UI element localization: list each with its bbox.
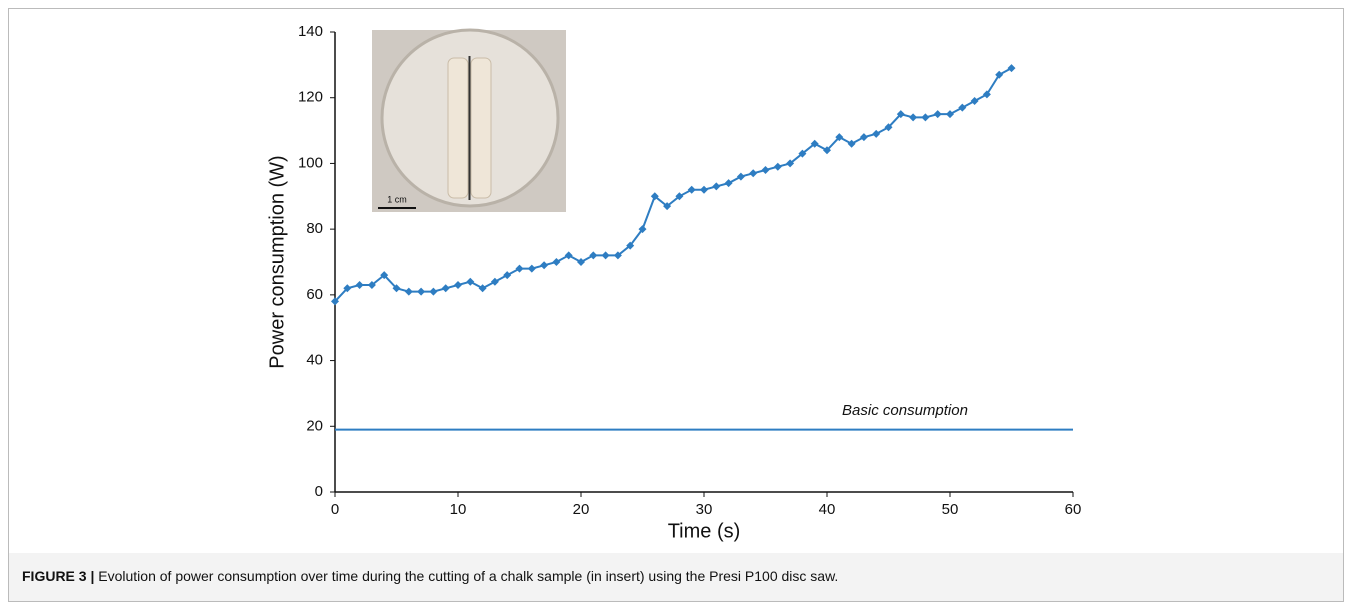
x-tick-label: 60 <box>1065 501 1082 518</box>
figure-frame <box>8 8 1344 602</box>
chalk-left <box>447 57 469 199</box>
data-point <box>503 271 512 280</box>
data-point <box>404 287 413 296</box>
x-tick-label: 0 <box>331 501 339 518</box>
data-point <box>466 277 475 286</box>
data-point <box>626 241 635 250</box>
data-point <box>367 281 376 289</box>
data-point <box>663 202 672 211</box>
y-axis-label: Power consumption (W) <box>266 155 288 368</box>
y-tick-label: 40 <box>306 352 323 369</box>
data-point <box>909 113 918 122</box>
data-point <box>675 192 684 201</box>
data-point <box>613 251 622 260</box>
data-point <box>429 287 438 296</box>
data-point <box>355 281 364 289</box>
data-point <box>798 149 807 158</box>
data-point <box>527 264 536 273</box>
y-tick-label: 100 <box>298 154 323 171</box>
x-tick-label: 10 <box>450 501 467 518</box>
data-point <box>589 251 598 260</box>
data-point <box>687 185 696 194</box>
data-point <box>700 185 708 194</box>
data-point <box>884 123 893 132</box>
data-point <box>810 139 819 148</box>
data-point <box>564 251 573 260</box>
data-point <box>478 284 487 293</box>
data-point <box>577 258 585 266</box>
data-point <box>958 103 967 112</box>
data-point <box>392 284 401 293</box>
data-point <box>343 284 352 293</box>
y-tick-label: 0 <box>315 483 323 500</box>
data-point <box>823 146 831 155</box>
y-tick-label: 80 <box>306 220 323 237</box>
x-axis-label: Time (s) <box>668 520 741 542</box>
data-point <box>638 225 647 234</box>
data-point <box>552 258 561 266</box>
scale-label: 1 cm <box>387 194 407 204</box>
data-point <box>982 90 991 99</box>
inset-photo: 1 cm <box>372 28 566 212</box>
data-point <box>921 113 930 122</box>
data-point <box>773 162 782 171</box>
data-point <box>946 110 954 119</box>
data-point <box>786 159 795 168</box>
x-tick-label: 50 <box>942 501 959 518</box>
y-tick-label: 60 <box>306 286 323 303</box>
x-tick-label: 20 <box>573 501 590 518</box>
data-point <box>896 110 905 119</box>
y-tick-label: 20 <box>306 417 323 434</box>
data-point <box>417 287 426 296</box>
data-point <box>1007 64 1016 73</box>
data-point <box>331 297 339 306</box>
data-point <box>515 264 524 273</box>
data-point <box>749 169 758 178</box>
series-label: Basic consumption <box>842 402 968 419</box>
data-point <box>712 182 721 191</box>
data-point <box>441 284 450 293</box>
data-point <box>490 277 499 286</box>
y-tick-label: 140 <box>298 23 323 40</box>
data-point <box>736 172 745 181</box>
caption-text: Evolution of power consumption over time… <box>98 568 838 584</box>
caption-label: FIGURE 3 | <box>22 568 94 584</box>
data-point <box>761 166 770 174</box>
data-point <box>601 251 610 260</box>
data-point <box>933 110 942 119</box>
data-point <box>540 261 549 270</box>
x-tick-label: 30 <box>696 501 713 518</box>
chalk-right <box>470 57 492 199</box>
data-point <box>995 70 1004 79</box>
x-tick-label: 40 <box>819 501 836 518</box>
data-point <box>454 281 462 289</box>
data-point <box>380 271 389 280</box>
caption-band <box>9 553 1343 601</box>
data-point <box>872 129 881 138</box>
data-point <box>847 139 856 148</box>
data-point <box>650 192 659 201</box>
data-point <box>724 179 733 188</box>
caption: FIGURE 3 | Evolution of power consumptio… <box>22 568 838 584</box>
data-point <box>970 97 979 105</box>
y-tick-label: 120 <box>298 89 323 106</box>
data-point <box>859 133 868 142</box>
data-point <box>835 133 844 142</box>
